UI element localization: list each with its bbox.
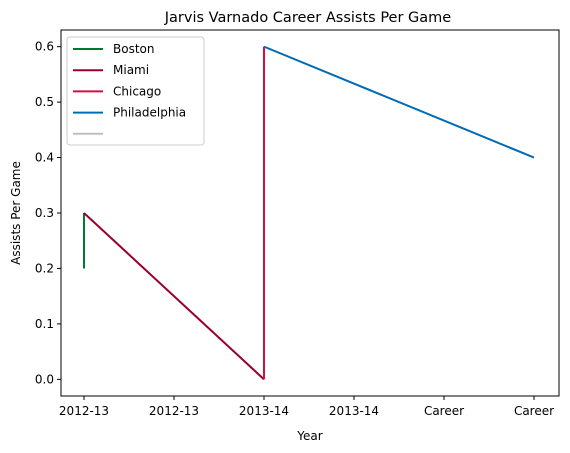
series-line-philadelphia [263,45,535,159]
series-lines [83,45,535,381]
x-tick-label: 2012-13 [149,404,199,418]
x-tick-label: 2013-14 [329,404,379,418]
y-tick-label: 0.4 [35,151,54,165]
legend-label: Chicago [113,84,161,98]
chart-title: Jarvis Varnado Career Assists Per Game [164,10,452,26]
y-tick-label: 0.6 [35,40,54,54]
x-tick-label: Career [514,404,554,418]
y-tick-label: 0.2 [35,261,54,275]
y-tick-label: 0.1 [35,317,54,331]
legend-label: Philadelphia [113,106,186,120]
y-tick-label: 0.3 [35,206,54,220]
legend: Boston Miami Chicago Philadelphia [66,36,205,146]
series-line-miami [83,212,265,381]
y-tick-label: 0.0 [35,372,54,386]
y-tick-label: 0.5 [35,95,54,109]
legend-label: Boston [113,42,154,56]
x-tick-label: 2012-13 [59,404,109,418]
x-axis-label: Year [296,429,322,443]
y-axis: 0.0 0.1 0.2 0.3 0.4 0.5 0.6 [35,40,61,386]
legend-frame [66,36,205,146]
y-axis-label: Assists Per Game [9,161,23,265]
x-tick-label: Career [424,404,464,418]
legend-label: Miami [113,63,149,77]
x-tick-label: 2013-14 [239,404,289,418]
x-axis: 2012-13 2012-13 2013-14 2013-14 Career Career [59,396,554,418]
